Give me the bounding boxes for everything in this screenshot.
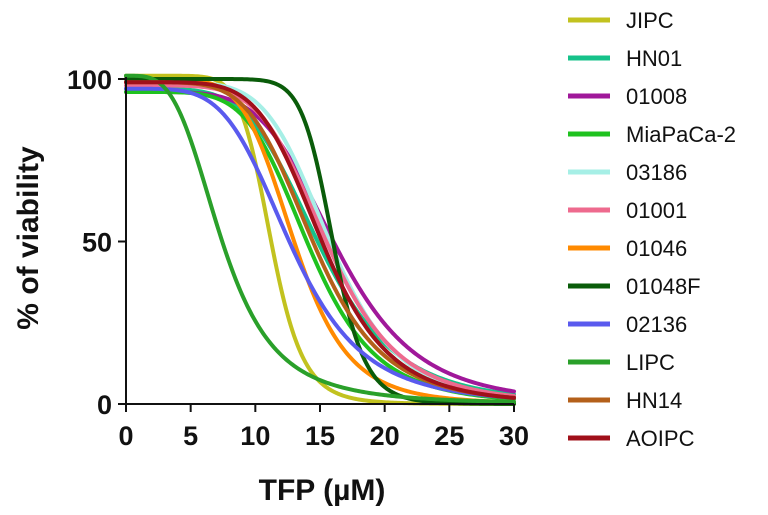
x-tick-label: 10 bbox=[240, 421, 270, 451]
x-axis-title: TFP (µM) bbox=[259, 474, 386, 507]
legend-label-01048f: 01048F bbox=[626, 274, 701, 299]
x-tick-label: 20 bbox=[370, 421, 400, 451]
axes bbox=[118, 77, 515, 412]
curve-02136 bbox=[124, 86, 516, 400]
legend-label-hn14: HN14 bbox=[626, 388, 682, 413]
legend: JIPC HN01 01008 MiaPaCa-2 03186 01001 01046 010… bbox=[568, 8, 736, 451]
tick-labels: 0 5 10 15 20 25 30 0 50 100 bbox=[67, 65, 529, 451]
y-tick-label: 100 bbox=[67, 65, 112, 95]
curve-01001 bbox=[124, 83, 516, 399]
legend-label-lipc: LIPC bbox=[626, 350, 675, 375]
legend-label-01008: 01008 bbox=[626, 84, 687, 109]
x-tick-label: 25 bbox=[434, 421, 464, 451]
y-tick-label: 50 bbox=[82, 228, 112, 258]
legend-label-03186: 03186 bbox=[626, 160, 687, 185]
y-axis-title: % of viability bbox=[12, 146, 45, 330]
legend-label-jipc: JIPC bbox=[626, 8, 674, 33]
legend-label-hn01: HN01 bbox=[626, 46, 682, 71]
x-tick-label: 5 bbox=[183, 421, 198, 451]
x-tick-label: 30 bbox=[499, 421, 529, 451]
x-tick-label: 15 bbox=[305, 421, 335, 451]
legend-label-miapaca-2: MiaPaCa-2 bbox=[626, 122, 736, 147]
y-tick-label: 0 bbox=[97, 390, 112, 420]
legend-label-aoipc: AOIPC bbox=[626, 426, 695, 451]
curve-lipc bbox=[124, 73, 516, 404]
legend-label-01046: 01046 bbox=[626, 236, 687, 261]
legend-label-02136: 02136 bbox=[626, 312, 687, 337]
legend-label-01001: 01001 bbox=[626, 198, 687, 223]
x-tick-label: 0 bbox=[118, 421, 133, 451]
curve-aoipc bbox=[124, 80, 516, 400]
series-curves bbox=[124, 73, 516, 406]
